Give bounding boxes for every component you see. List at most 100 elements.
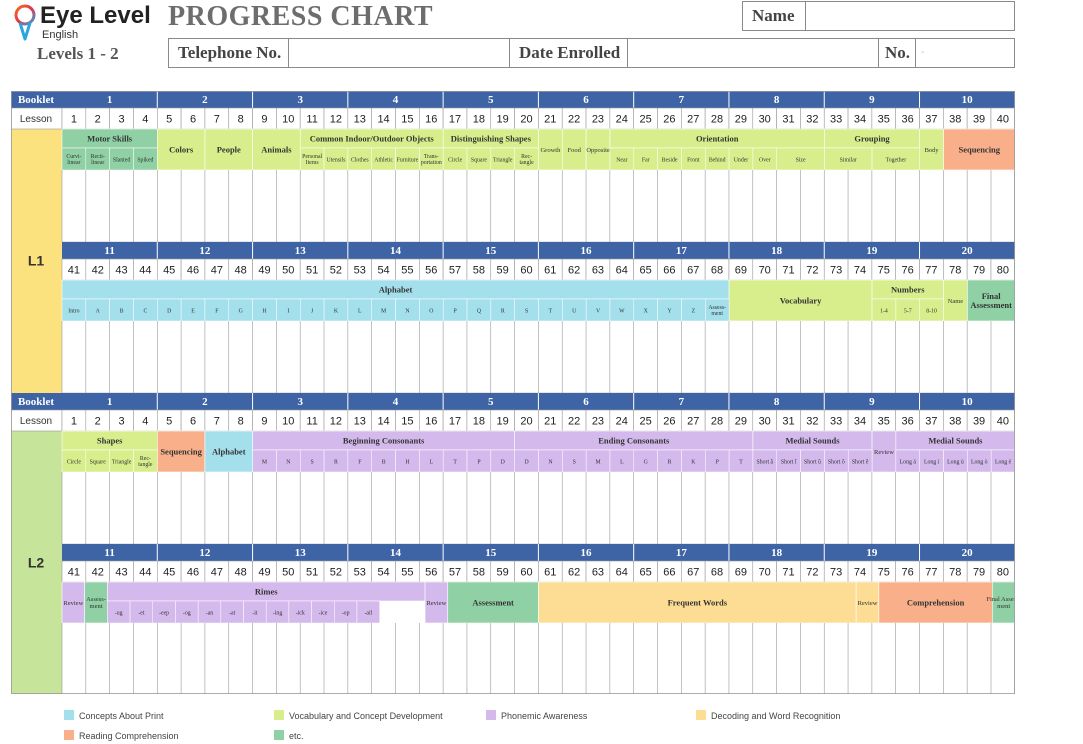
lesson-number: 23 [592,415,604,427]
lesson-number: 26 [663,113,675,125]
lesson-number: 33 [830,113,842,125]
skill-subgroup [133,449,158,473]
booklet-row [11,91,1015,108]
lesson-number: 64 [616,566,628,578]
skill-subgroup-label: M [595,459,600,465]
lesson-number: 32 [806,113,818,125]
lesson-number: 38 [949,415,961,427]
skill-subgroup-label: Clothes [351,157,369,163]
skill-subgroup-label: L [620,459,624,465]
booklet-number: 20 [962,547,974,559]
booklet-number: 6 [583,94,589,106]
lesson-number: 15 [401,415,413,427]
lesson-number: 11 [306,415,317,427]
lesson-number: 50 [282,566,294,578]
booklet-number: 12 [199,547,211,559]
date-enrolled-field[interactable] [628,39,878,67]
legend-swatch [486,710,496,720]
lesson-number: 5 [166,415,172,427]
legend-item: Concepts About Print [64,710,164,721]
skill-subgroup-label: M [262,459,267,465]
name-field[interactable]: Name [742,1,1015,31]
skill-group-label: Name [948,298,964,305]
legend: Concepts About Print Vocabulary and Conce… [0,700,1083,744]
skill-subgroup [514,147,539,171]
skill-subgroup-label: X [644,308,649,314]
lesson-number: 25 [639,415,651,427]
skill-subgroup-label: Similar [840,157,857,163]
lesson-number: 60 [520,264,532,276]
booklet-number: 5 [488,396,494,408]
lesson-number: 78 [949,264,961,276]
booklet-number: 3 [297,94,303,106]
skill-group-label: Sequencing [160,446,202,456]
lesson-number: 48 [235,566,247,578]
booklet-number: 9 [869,396,875,408]
lesson-number: 1 [71,113,77,125]
skill-subgroup-label: A [96,308,101,314]
booklet-number: 1 [107,94,113,106]
lesson-number: 52 [330,566,342,578]
skill-subgroup-label: N [548,459,553,465]
skill-subgroup-label: O [429,308,433,314]
skill-subgroup-label: L [430,459,434,465]
lesson-number: 28 [711,415,723,427]
skill-subgroup-label: R [668,459,672,465]
skill-subgroup-label: -ick [296,610,305,616]
levels-label: Levels 1 - 2 [37,44,119,63]
lesson-number: 39 [973,415,985,427]
lesson-number: 67 [687,264,699,276]
skill-subgroup-label: N [405,308,410,314]
lesson-number: 43 [115,264,127,276]
skill-subgroup-label: D [501,459,505,465]
skill-subgroup-label: Furniture [397,157,419,163]
booklet-number: 18 [771,547,783,559]
booklet-number: 3 [297,396,303,408]
lesson-number: 2 [95,415,101,427]
booklet-number: 9 [869,94,875,106]
lesson-number: 46 [187,264,199,276]
skill-subgroup-label: K [334,308,339,314]
skill-group [878,581,993,624]
skill-subgroup-label: Recti-linear [91,154,105,166]
lesson-number: 69 [735,264,747,276]
lesson-number: 7 [214,113,220,125]
booklet-number: 14 [390,547,402,559]
skill-subgroup-label: I [287,308,289,314]
lesson-number: 14 [377,113,389,125]
booklet-number: 15 [485,245,497,257]
skill-subgroup-label: F [215,308,219,314]
number-field[interactable]: - [921,47,925,58]
lesson-number: 27 [687,113,699,125]
lesson-number: 65 [639,264,651,276]
telephone-field[interactable] [289,39,509,67]
skill-subgroup-label: Triangle [493,157,513,163]
lesson-number: 35 [878,415,890,427]
skill-subgroup-label: Under [734,157,749,163]
lesson-number: 28 [711,113,723,125]
brand-name: Eye Level [40,2,151,29]
lesson-number: 52 [330,264,342,276]
level-bar [11,129,62,395]
lesson-number: 36 [901,415,913,427]
skill-subgroup-label: Long ī [924,459,940,465]
skill-group-label: Orientation [696,133,739,143]
booklet-number: 10 [962,94,974,106]
lesson-number: 54 [377,566,389,578]
booklet-number: 15 [485,547,497,559]
level-name: L2 [28,555,45,571]
skill-subgroup-label: -op [342,610,350,616]
skill-subgroup-label: 5-7 [904,308,912,314]
lesson-number: 33 [830,415,842,427]
skill-group-label: Colors [169,144,194,154]
skill-group-label: Animals [261,144,292,154]
lesson-number: 51 [306,264,318,276]
lesson-number: 10 [282,113,294,125]
lesson-number: 15 [401,113,413,125]
skill-subgroup-label: Circle [448,157,463,163]
booklet-number: 1 [107,396,113,408]
booklet-number: 17 [676,547,688,559]
skill-subgroup-label: Short ŏ [828,459,845,465]
lesson-number: 57 [449,264,461,276]
skill-group-label: Shapes [97,435,123,445]
